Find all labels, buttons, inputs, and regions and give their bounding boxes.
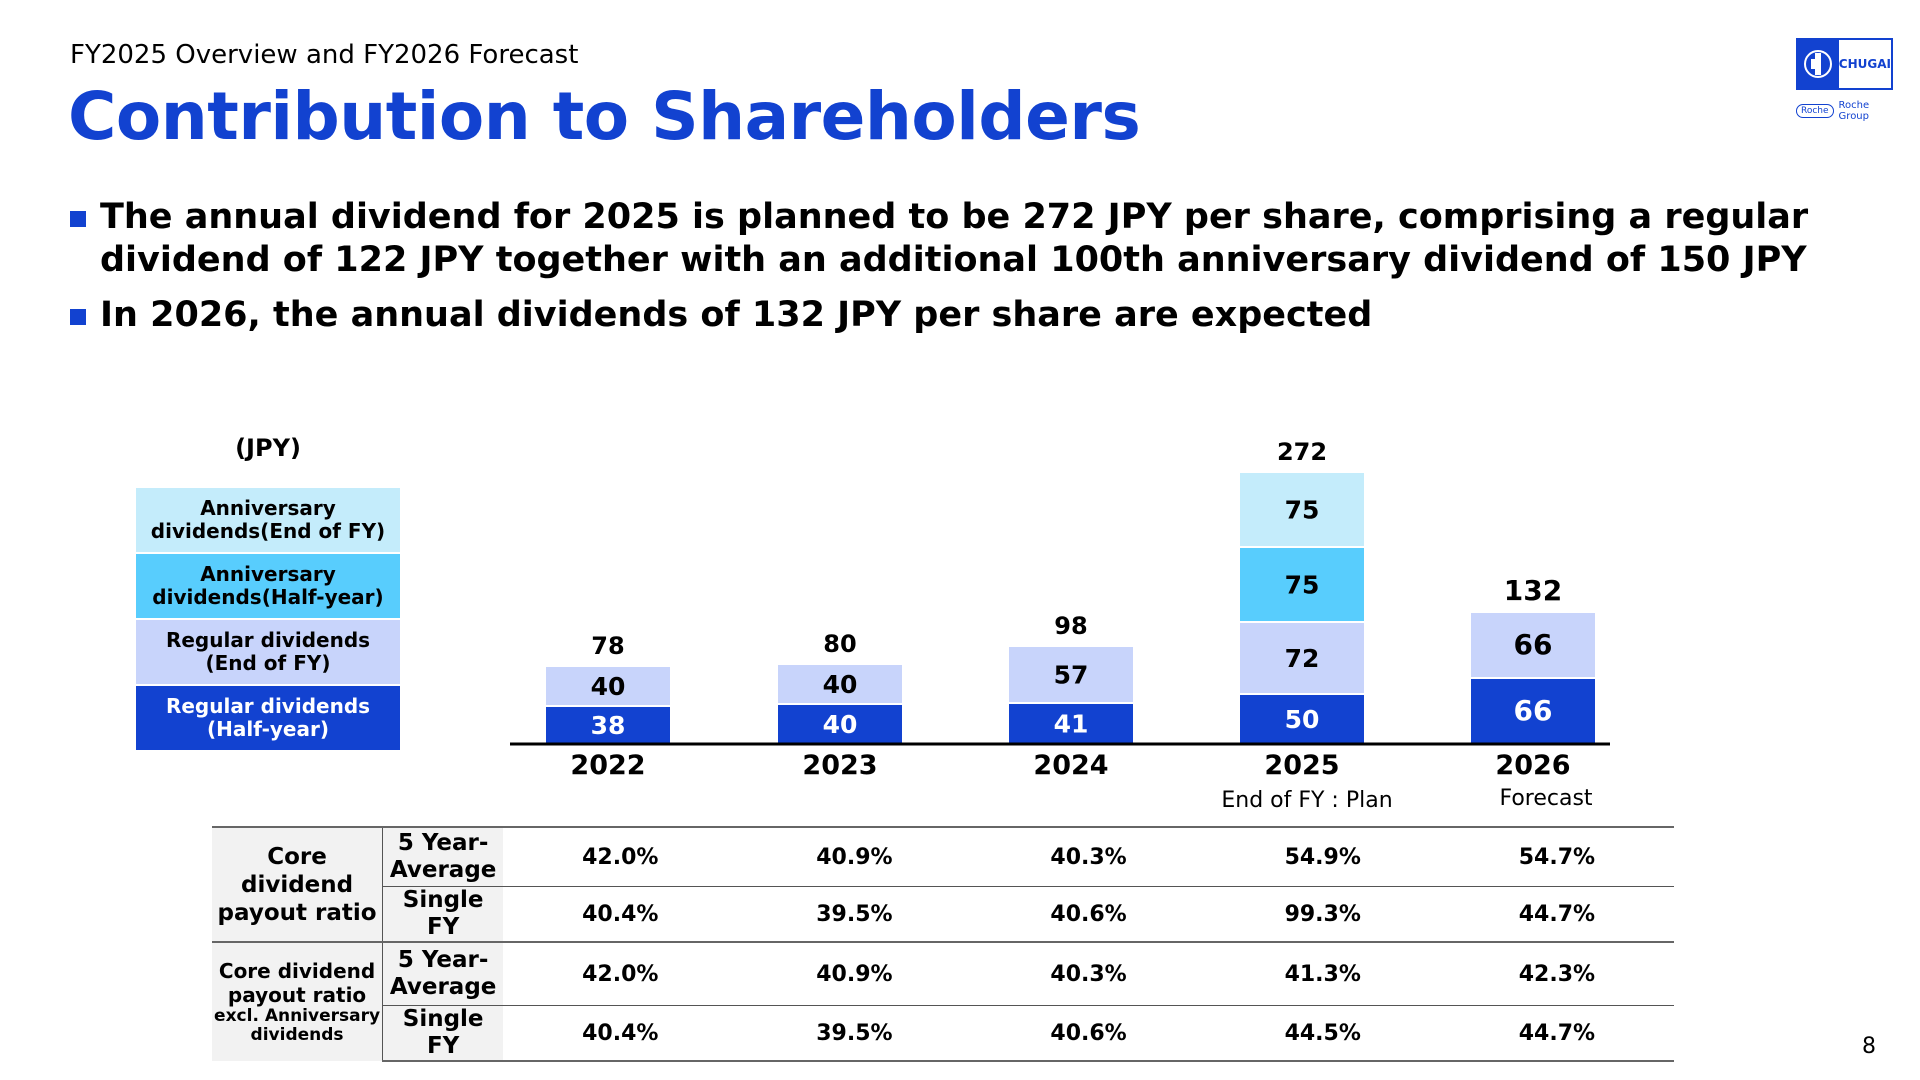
bullet-item: The annual dividend for 2025 is planned … <box>70 196 1850 282</box>
chugai-mark-icon <box>1798 40 1839 88</box>
bar-value-label: 66 <box>1514 694 1553 727</box>
bar-segment <box>1238 546 1366 623</box>
bar-segment <box>544 665 672 707</box>
x-tick-label: 2023 <box>802 750 877 781</box>
bar-value-label: 40 <box>591 672 626 701</box>
roche-logo: Roche <box>1796 104 1834 118</box>
bar-segment <box>1469 611 1597 679</box>
bar-total-label: 132 <box>1504 574 1562 607</box>
bar-value-label: 40 <box>823 670 858 699</box>
bar-segment <box>1007 645 1135 704</box>
roche-group-mark: Roche Roche Group <box>1796 100 1896 122</box>
legend-anniversary-end-fy: Anniversary dividends(End of FY) <box>136 488 400 552</box>
bar-value-label: 40 <box>823 710 858 739</box>
x-tick-label: 2026 <box>1495 750 1570 781</box>
roche-group-label: Roche Group <box>1838 100 1870 122</box>
chugai-logo: CHUGAI Roche Roche Group <box>1796 38 1896 122</box>
bar-segment <box>776 703 904 745</box>
row-group-core-payout: Core dividend payout ratio <box>212 826 383 942</box>
legend-anniversary-half-year: Anniversary dividends(Half-year) <box>136 554 400 618</box>
dividend-bar-chart: 38 40 78 2022 40 40 80 2023 41 57 98 2024 50 72 75 75 27… <box>510 438 1610 781</box>
bullet-text: The annual dividend for 2025 is planned … <box>100 197 1809 280</box>
payout-ratio-table: Core dividend payout ratio 5 Year- Avera… <box>212 826 1674 1062</box>
table-cell: 40.4% <box>503 886 738 942</box>
row-label-single-fy: Single FY <box>382 1005 504 1062</box>
bar-segment <box>1007 702 1135 745</box>
bar-value-label: 75 <box>1285 496 1320 525</box>
bar-value-label: 66 <box>1514 628 1553 661</box>
row-label-single-fy: Single FY <box>382 886 504 942</box>
bullet-square-icon <box>70 211 86 227</box>
note-2026: Forecast <box>1499 786 1593 811</box>
chart-legend: Anniversary dividends(End of FY) Anniver… <box>136 488 400 752</box>
table-row: Single FY 40.4% 39.5% 40.6% 44.5% 44.7% <box>212 1005 1674 1062</box>
bar-value-label: 41 <box>1054 710 1089 739</box>
table-cell: 54.9% <box>1205 826 1440 887</box>
table-cell: 99.3% <box>1205 886 1440 942</box>
bullet-item: In 2026, the annual dividends of 132 JPY… <box>70 294 1850 337</box>
table-cell: 40.4% <box>503 1005 738 1062</box>
table-cell: 42.0% <box>503 941 738 1006</box>
bar-total-label: 272 <box>1277 438 1327 466</box>
table-cell: 40.6% <box>971 1005 1206 1062</box>
page-subheading: FY2025 Overview and FY2026 Forecast <box>70 40 579 70</box>
bar-segment <box>1238 621 1366 695</box>
bar-value-label: 75 <box>1285 571 1320 600</box>
page-number: 8 <box>1862 1034 1876 1059</box>
table-cell: 40.6% <box>971 886 1206 942</box>
note-2025: End of FY : Plan <box>1221 788 1393 813</box>
table-cell: 40.3% <box>971 826 1206 887</box>
row-group-core-payout-excl: Core dividend payout ratio excl. Anniver… <box>212 941 383 1061</box>
bar-value-label: 50 <box>1285 705 1320 734</box>
table-row: Single FY 40.4% 39.5% 40.6% 99.3% 44.7% <box>212 886 1674 942</box>
table-row: Core dividend payout ratio excl. Anniver… <box>212 941 1674 1061</box>
table-cell: 44.5% <box>1205 1005 1440 1062</box>
summary-bullets: The annual dividend for 2025 is planned … <box>70 196 1850 349</box>
legend-regular-end-fy: Regular dividends (End of FY) <box>136 620 400 684</box>
bullet-text: In 2026, the annual dividends of 132 JPY… <box>100 295 1373 335</box>
page-title: Contribution to Shareholders <box>68 78 1141 155</box>
unit-label: (JPY) <box>235 434 301 462</box>
bar-total-label: 80 <box>823 630 856 658</box>
group-sub-label: excl. Anniversary dividends <box>214 1006 381 1045</box>
bullet-square-icon <box>70 309 86 325</box>
legend-regular-half-year: Regular dividends (Half-year) <box>136 686 400 750</box>
x-tick-label: 2022 <box>570 750 645 781</box>
table-cell: 42.0% <box>503 826 738 887</box>
table-cell: 42.3% <box>1439 941 1674 1006</box>
group-main-label: Core dividend payout ratio <box>218 959 376 1007</box>
bar-total-label: 98 <box>1054 612 1087 640</box>
x-tick-label: 2024 <box>1033 750 1108 781</box>
bar-segment <box>776 663 904 705</box>
table-cell: 40.9% <box>737 941 972 1006</box>
table-cell: 40.3% <box>971 941 1206 1006</box>
bar-value-label: 38 <box>591 711 626 740</box>
bar-value-label: 57 <box>1054 661 1089 690</box>
table-row: Core dividend payout ratio 5 Year- Avera… <box>212 826 1674 942</box>
table-cell: 44.7% <box>1439 886 1674 942</box>
bar-total-label: 78 <box>591 632 624 660</box>
table-cell: 40.9% <box>737 826 972 887</box>
chugai-wordmark: CHUGAI <box>1838 57 1891 71</box>
row-label-5yr: 5 Year- Average <box>382 826 504 887</box>
table-cell: 39.5% <box>737 1005 972 1062</box>
x-tick-label: 2025 <box>1264 750 1339 781</box>
table-cell: 44.7% <box>1439 1005 1674 1062</box>
chugai-logo-box: CHUGAI <box>1796 38 1893 90</box>
table-cell: 41.3% <box>1205 941 1440 1006</box>
table-cell: 54.7% <box>1439 826 1674 887</box>
bar-segment <box>1238 471 1366 548</box>
bar-value-label: 72 <box>1285 644 1320 673</box>
bar-segment <box>1469 677 1597 745</box>
row-label-5yr: 5 Year- Average <box>382 941 504 1006</box>
table-cell: 39.5% <box>737 886 972 942</box>
bar-segment <box>1238 693 1366 745</box>
